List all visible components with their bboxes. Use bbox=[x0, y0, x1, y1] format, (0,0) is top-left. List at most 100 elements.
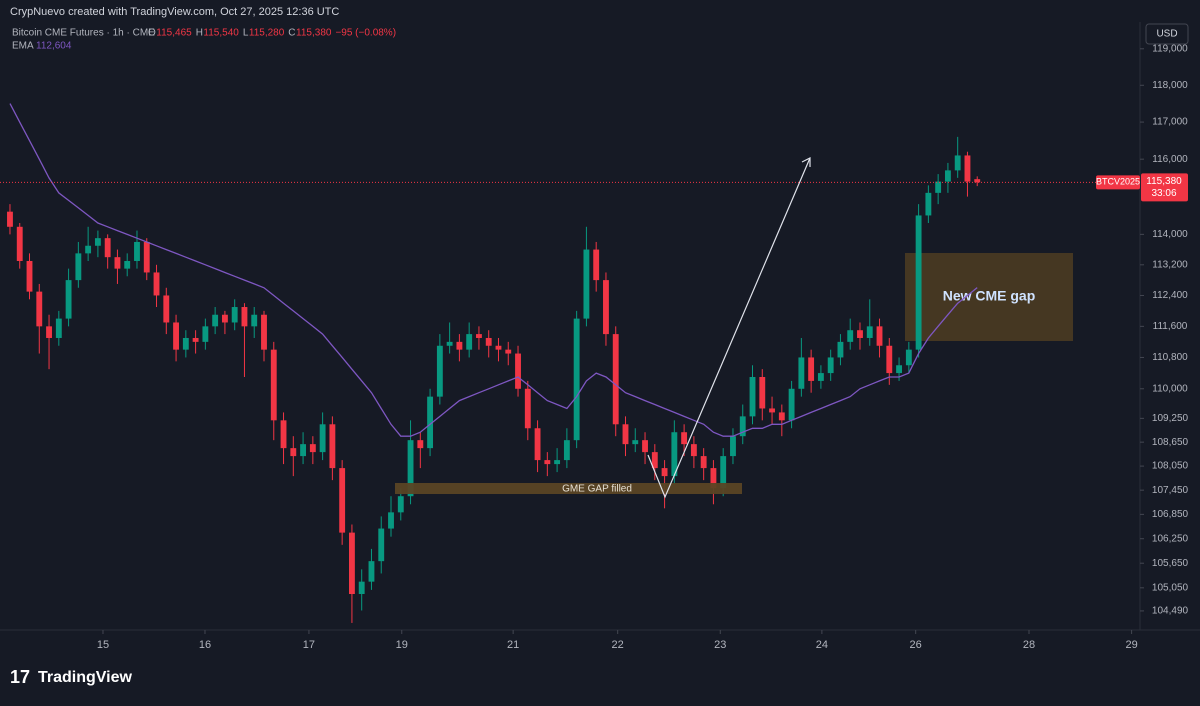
x-tick-label: 21 bbox=[507, 639, 519, 651]
candle-body bbox=[65, 280, 72, 319]
last-price-box bbox=[1141, 173, 1188, 202]
candle-body bbox=[495, 345, 502, 350]
symbol-tag: BTCV2025 bbox=[1096, 177, 1140, 187]
candle-body bbox=[104, 238, 111, 258]
candle-body bbox=[124, 260, 131, 269]
legend-key: C bbox=[288, 28, 295, 39]
attribution: CrypNuevo created with TradingView.com, … bbox=[10, 6, 339, 18]
candle-body bbox=[612, 334, 619, 425]
x-tick-label: 15 bbox=[97, 639, 109, 651]
candle-body bbox=[476, 334, 482, 338]
legend-value: 115,465 bbox=[156, 28, 192, 39]
candle-body bbox=[925, 192, 932, 216]
candle-body bbox=[603, 280, 609, 335]
candle-body bbox=[583, 249, 590, 319]
y-tick-label: 110,800 bbox=[1152, 352, 1188, 363]
candle-body bbox=[788, 388, 795, 421]
candle-body bbox=[270, 349, 277, 421]
candle-body bbox=[935, 181, 942, 193]
candle-body bbox=[378, 528, 385, 562]
legend-key: H bbox=[196, 28, 203, 39]
legend-ohlc: O 115,465 H 115,540 L 115,280 C 115,380 −95 (−0.… bbox=[148, 28, 396, 39]
candle-body bbox=[261, 314, 267, 350]
candle-body bbox=[671, 432, 678, 477]
y-tick-label: 119,000 bbox=[1152, 43, 1188, 54]
currency-button[interactable] bbox=[1145, 23, 1189, 45]
x-tick-label: 22 bbox=[612, 639, 624, 651]
last-price-label: 115,380 bbox=[1146, 176, 1182, 187]
candle-body bbox=[163, 295, 170, 323]
y-tick-label: 108,650 bbox=[1152, 437, 1189, 448]
y-tick-label: 104,490 bbox=[1152, 606, 1189, 617]
candle-body bbox=[651, 452, 658, 469]
candle-body bbox=[808, 357, 815, 381]
candle-body bbox=[954, 155, 961, 171]
candle-body bbox=[231, 307, 238, 323]
candle-body bbox=[397, 496, 404, 513]
candle-body bbox=[720, 456, 727, 489]
candle-body bbox=[730, 436, 736, 457]
candle-body bbox=[143, 241, 150, 273]
candle-body bbox=[876, 326, 883, 346]
candle-body bbox=[221, 314, 228, 323]
candle-body bbox=[915, 215, 922, 350]
candle-body bbox=[524, 388, 531, 429]
candle-body bbox=[114, 257, 121, 269]
x-tick-label: 29 bbox=[1125, 639, 1137, 651]
candle-body bbox=[192, 337, 199, 342]
candle-body bbox=[456, 341, 463, 350]
ema-line bbox=[9, 103, 978, 437]
candle-body bbox=[339, 468, 346, 533]
candle-body bbox=[427, 396, 434, 449]
candle-body bbox=[466, 334, 473, 350]
candle-body bbox=[534, 428, 541, 461]
candle-body bbox=[573, 318, 580, 441]
candle-body bbox=[974, 179, 981, 183]
candle-body bbox=[690, 444, 697, 457]
logo-mark: 17 bbox=[10, 667, 30, 687]
candle-body bbox=[212, 314, 219, 327]
currency-label[interactable]: USD bbox=[1156, 29, 1177, 40]
candle-body bbox=[622, 424, 629, 445]
y-tick-label: 117,000 bbox=[1152, 117, 1188, 128]
candle-body bbox=[642, 440, 648, 453]
y-tick-label: 118,000 bbox=[1152, 80, 1188, 91]
candle-body bbox=[368, 561, 375, 582]
x-tick-label: 28 bbox=[1023, 639, 1035, 651]
candle-body bbox=[485, 337, 492, 346]
arrow bbox=[647, 157, 811, 499]
candle-body bbox=[26, 260, 33, 292]
candle-body bbox=[847, 330, 854, 342]
candle-body bbox=[46, 326, 52, 338]
y-tick-label: 108,050 bbox=[1152, 461, 1189, 472]
x-tick-label: 24 bbox=[816, 639, 828, 651]
candle-body bbox=[7, 211, 13, 227]
y-tick-label: 111,600 bbox=[1153, 321, 1188, 332]
candle-body bbox=[55, 318, 62, 338]
x-tick-label: 19 bbox=[396, 639, 408, 651]
legend-ema-value: 112,604 bbox=[36, 41, 72, 52]
y-tick-label: 112,400 bbox=[1152, 290, 1188, 301]
candle-body bbox=[153, 272, 160, 296]
candle-body bbox=[388, 512, 394, 529]
symbol-tag-box bbox=[1096, 175, 1140, 190]
legend-value: 115,380 bbox=[296, 28, 332, 39]
candle-body bbox=[36, 291, 43, 327]
legend-ema-name: EMA bbox=[12, 41, 34, 52]
candle-body bbox=[173, 322, 179, 350]
candle-body bbox=[554, 460, 561, 465]
candle-body bbox=[739, 416, 746, 437]
candle-body bbox=[16, 226, 23, 261]
legend-value: 115,540 bbox=[203, 28, 239, 39]
legend-key: L bbox=[243, 28, 249, 39]
y-tick-label: 114,000 bbox=[1152, 229, 1188, 240]
candle-body bbox=[544, 460, 551, 465]
candle-body bbox=[348, 532, 355, 594]
legend-name: Bitcoin CME Futures · 1h · CME bbox=[12, 28, 155, 39]
candle-body bbox=[866, 326, 873, 338]
plot bbox=[0, 103, 1140, 623]
candle-body bbox=[769, 408, 775, 413]
